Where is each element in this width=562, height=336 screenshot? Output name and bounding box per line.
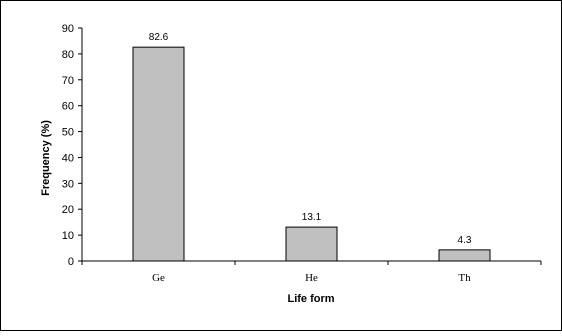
y-tick-label: 70 (62, 75, 74, 87)
y-tick-label: 60 (62, 101, 74, 113)
data-labels: 82.6 13.1 4.3 (149, 32, 472, 246)
y-axis-ticks: 0 10 20 30 40 50 60 70 80 90 (62, 23, 82, 268)
y-tick-label: 40 (62, 152, 74, 164)
y-axis-title: Frequency (%) (40, 120, 52, 196)
y-tick-label: 0 (68, 256, 74, 268)
bar-ge (132, 46, 185, 262)
y-tick-label: 30 (62, 178, 74, 190)
y-tick-label: 50 (62, 127, 74, 139)
x-axis-ticks: Ge He Th (81, 261, 542, 284)
x-tick-label-he: He (305, 272, 318, 284)
data-label-th: 4.3 (458, 235, 472, 246)
data-label-he: 13.1 (302, 212, 322, 223)
x-tick-label-ge: Ge (152, 272, 165, 284)
y-tick-label: 20 (62, 204, 74, 216)
x-tick-label-th: Th (458, 272, 471, 284)
bar-he (285, 226, 338, 262)
y-tick-label: 80 (62, 49, 74, 61)
bars (132, 46, 491, 262)
x-axis-title: Life form (287, 293, 334, 305)
data-label-ge: 82.6 (149, 32, 169, 43)
y-tick-label: 10 (62, 230, 74, 242)
bar-th (438, 249, 491, 262)
y-tick-label: 90 (62, 23, 74, 35)
